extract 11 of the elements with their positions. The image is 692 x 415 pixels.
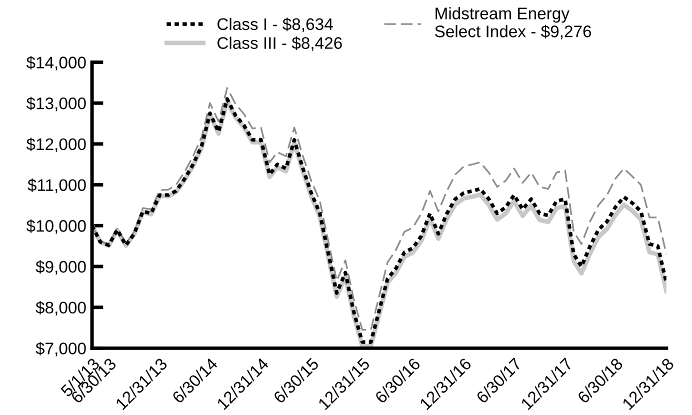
legend-label: Class III - $8,426 — [217, 36, 342, 51]
y-tick-label: $8,000 — [36, 301, 86, 316]
legend-label: Midstream Energy Select Index - $9,276 — [435, 7, 592, 40]
y-tick-label: $14,000 — [26, 56, 86, 70]
y-tick-label: $12,000 — [26, 138, 86, 152]
y-tick-label: $11,000 — [28, 178, 86, 193]
legend-label: Class I - $8,634 — [217, 18, 333, 32]
y-tick-label: $7,000 — [36, 342, 86, 356]
y-tick-label: $10,000 — [26, 219, 86, 234]
y-tick-label: $9,000 — [36, 260, 86, 275]
y-tick-label: $13,000 — [26, 96, 86, 112]
